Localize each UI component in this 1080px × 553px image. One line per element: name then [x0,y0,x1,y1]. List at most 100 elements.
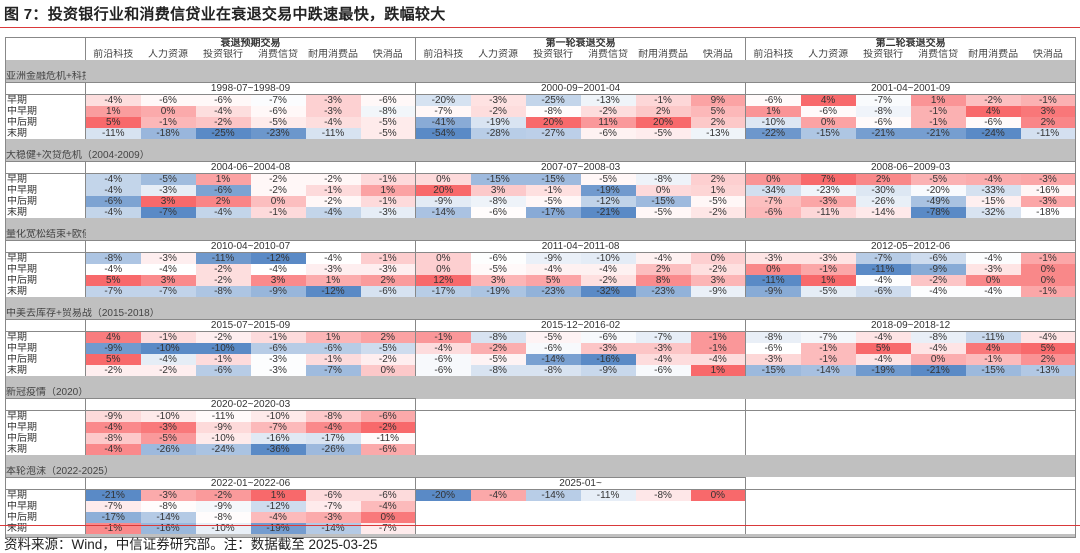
empty-cell [691,433,746,444]
heatmap-cell: -4% [305,252,361,264]
heatmap-cell: -8% [470,331,526,343]
heatmap-cell: -4% [360,501,416,512]
heatmap-cell: 2% [855,173,911,185]
heatmap-cell: -9% [415,196,471,207]
empty-cell [636,501,691,512]
empty-cell [691,512,746,523]
empty-cell [415,433,471,444]
heatmap-cell: -11% [580,489,636,501]
heatmap-cell: -10% [195,523,251,534]
stage-label: 中早期 [5,185,86,196]
section-title-fill [85,71,1076,83]
column-header: 消费信贷 [588,49,629,60]
title-rule [0,27,1080,28]
stage-row: 中早期 -7% -8% -9% -12% -7% -4% [5,501,1076,512]
heatmap-cell: 2% [360,275,416,286]
heatmap-cell: -4% [305,117,361,128]
empty-cell [745,410,801,422]
stage-row: 中后期 5% -4% -1% -3% -1% -2% -6% -5% -14% -16% -4% -4%… [5,354,1076,365]
heatmap-cell: -6% [360,444,416,455]
heatmap-cell: -11% [855,264,911,275]
stage-row: 末期 -7% -7% -8% -9% -12% -6% -17% -19% -23% -32% -23… [5,286,1076,297]
heatmap-cell: -7% [250,94,306,106]
empty-cell [966,490,1021,502]
heatmap-cell: -8% [745,331,801,343]
heatmap-cell: -4% [140,354,196,365]
heatmap-cell: -3% [965,264,1021,275]
heatmap-cell: -20% [910,185,966,196]
period-date: 2025-01~ [415,477,746,490]
heatmap-cell: -3% [140,422,196,433]
heatmap-cell: -2% [195,489,251,501]
heatmap-cell: -18% [140,128,196,139]
heatmap-cell: 1% [250,489,306,501]
heatmap-cell: 4% [965,343,1021,354]
heatmap-cell: -6% [140,94,196,106]
heatmap-cell: -4% [470,489,526,501]
column-header: 快消品 [702,49,733,60]
footer-rule [0,525,1080,526]
section-title-row: 中美去库存+贸易战（2015-2018） [5,308,1076,320]
period-date: 2008-06~2009-03 [745,161,1076,174]
figure-title: 图 7：投资银行业和消费信贷业在衰退交易中跌速最快，跌幅较大 [4,6,446,23]
heatmap-cell: -3% [800,252,856,264]
heatmap-cell: -14% [800,365,856,376]
column-header: 人力资源 [148,49,188,60]
heatmap-cell: -12% [250,252,306,264]
heatmap-cell: -11% [360,433,416,444]
stage-row: 末期 -11% -18% -25% -23% -11% -5% -54% -28% -27% -6%… [5,128,1076,139]
heatmap-cell: -14% [525,354,581,365]
stage-label: 末期 [5,365,86,376]
heatmap-cell: -2% [360,422,416,433]
heatmap-cell: -6% [360,489,416,501]
heatmap-cell: -9% [85,410,141,422]
heatmap-cell: -6% [415,354,471,365]
period-date [415,398,746,411]
stage-row: 末期 -4% -26% -24% -36% -26% -6% [5,444,1076,455]
period-date: 2015-12~2016-02 [415,319,746,332]
heatmap-cell: -2% [580,106,636,117]
heatmap-cell: -5% [140,433,196,444]
empty-cell [1021,444,1076,455]
empty-cell [691,411,746,423]
heatmap-cell: 0% [965,275,1021,286]
section-band [5,218,1076,229]
stage-row: 中早期 -4% -3% -9% -7% -4% -2% [5,422,1076,433]
section-title: 中美去库存+贸易战（2015-2018） [5,308,416,320]
source-note: 资料来源：Wind，中信证券研究部。注：数据截至 2025-03-25 [4,537,378,552]
heatmap-cell: -21% [580,207,636,218]
heatmap-cell: -6% [195,94,251,106]
heatmap-cell: -5% [360,128,416,139]
section-band [5,376,1076,387]
heatmap-cell: -10% [140,343,196,354]
section-band [5,139,1076,150]
heatmap-cell: -22% [745,128,801,139]
stage-label: 中早期 [5,106,86,117]
heatmap-cell: -9% [580,365,636,376]
heatmap-cell: -8% [470,365,526,376]
period-date: 2001-04~2001-09 [745,82,1076,95]
section-title-row: 量化宽松结束+欧债危机(2010-2012) [5,229,1076,241]
empty-cell [966,444,1021,455]
heatmap-cell: -6% [195,185,251,196]
heatmap-cell: -15% [965,196,1021,207]
corner-cell [6,38,86,50]
heatmap-cell: -25% [195,128,251,139]
empty-cell [1021,411,1076,423]
heatmap-cell: -32% [580,286,636,297]
heatmap-cell: -2% [195,275,251,286]
heatmap-cell: -3% [140,252,196,264]
stage-row: 末期 -2% -2% -6% -3% -7% 0% -6% -8% -8% -9% -6% 1% -15%… [5,365,1076,376]
heatmap-cell: -4% [85,207,141,218]
heatmap-cell: -9% [195,501,251,512]
band-cell [5,60,1076,71]
heatmap-cell: -1% [800,343,856,354]
heatmap-cell: -5% [525,331,581,343]
heatmap-cell: -2% [690,264,746,275]
heatmap-cell: -7% [855,94,911,106]
heatmap-cell: -36% [250,444,306,455]
heatmap-cell: -11% [800,207,856,218]
heatmap-cell: -8% [85,252,141,264]
heatmap-cell: -2% [195,331,251,343]
heatmap-cell: -13% [580,94,636,106]
